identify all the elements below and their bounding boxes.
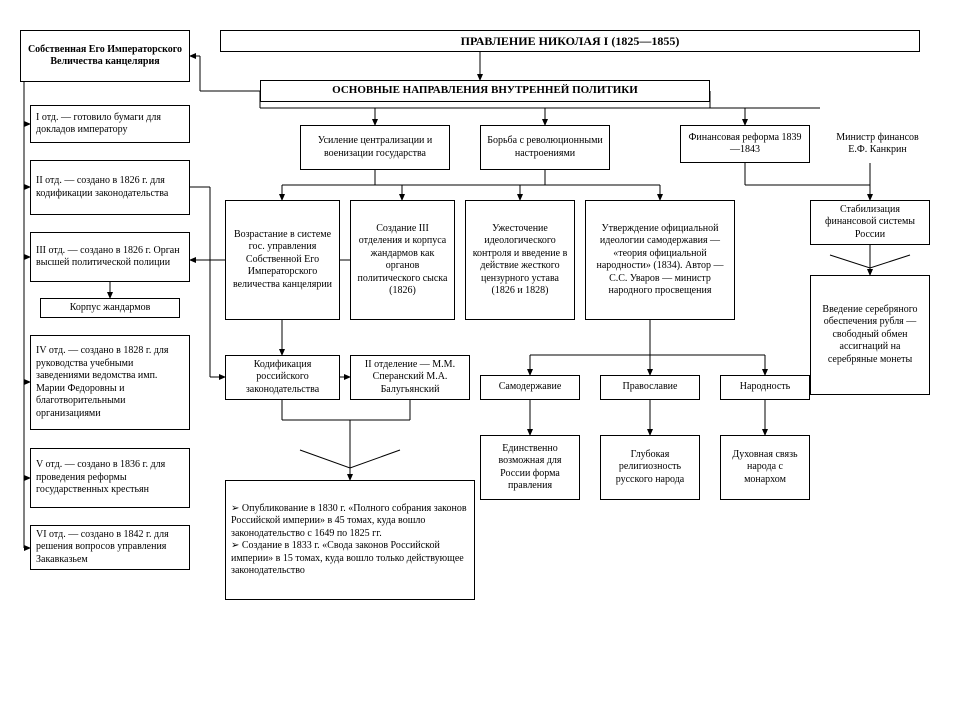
left-item-4: Корпус жандармов [40, 298, 180, 318]
left-item-2: II отд. — создано в 1826 г. для кодифика… [30, 160, 190, 215]
r3-censorship: Ужесточение идеологического контроля и в… [465, 200, 575, 320]
r3-third-dept: Создание III отделения и корпуса жандарм… [350, 200, 455, 320]
triad-sub-a: Единственно возможная для России форма п… [480, 435, 580, 500]
r4-speransky: II отделение — М.М. Сперанский М.А. Балу… [350, 355, 470, 400]
triad-sub-c: Духовная связь народа с монархом [720, 435, 810, 500]
left-item-5: IV отд. — создано в 1828 г. для руководс… [30, 335, 190, 430]
r2-kankrin: Министр финансов Е.Ф. Канкрин [825, 125, 930, 163]
left-header: Собственная Его Императорского Величеств… [20, 30, 190, 82]
r2-finance: Финансовая реформа 1839—1843 [680, 125, 810, 163]
left-item-6: V отд. — создано в 1836 г. для проведени… [30, 448, 190, 508]
r3-silver-ruble: Введение серебряного обеспечения рубля —… [810, 275, 930, 395]
title-box: ПРАВЛЕНИЕ НИКОЛАЯ I (1825—1855) [220, 30, 920, 52]
r3-chancellery: Возрастание в системе гос. управления Со… [225, 200, 340, 320]
r3-ideology: Утверждение официальной идеологии самоде… [585, 200, 735, 320]
r4-codification: Кодификация российского законодательства [225, 355, 340, 400]
triad-sub-b: Глубокая религиозность русского народа [600, 435, 700, 500]
triad-a: Самодержавие [480, 375, 580, 400]
triad-c: Народность [720, 375, 810, 400]
r3-third-dept-text: Создание III отделения и корпуса жандарм… [356, 223, 449, 298]
subtitle-box: ОСНОВНЫЕ НАПРАВЛЕНИЯ ВНУТРЕННЕЙ ПОЛИТИКИ [260, 80, 710, 102]
left-item-7: VI отд. — создано в 1842 г. для решения … [30, 525, 190, 570]
triad-b: Православие [600, 375, 700, 400]
r2-centralization: Усиление централизации и военизации госу… [300, 125, 450, 170]
left-item-1: I отд. — готовило бумаги для докладов им… [30, 105, 190, 143]
r2-revolution: Борьба с революционными настроениями [480, 125, 610, 170]
results-box: ➢ Опубликование в 1830 г. «Полного собра… [225, 480, 475, 600]
left-item-3: III отд. — создано в 1826 г. Орган высше… [30, 232, 190, 282]
r3-stabilization: Стабилизация финансовой системы России [810, 200, 930, 245]
